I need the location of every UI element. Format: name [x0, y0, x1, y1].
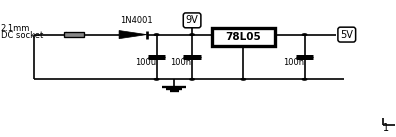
- Text: 100n: 100n: [170, 58, 191, 67]
- Circle shape: [190, 79, 194, 80]
- Circle shape: [154, 79, 159, 80]
- Text: 100n: 100n: [283, 58, 304, 67]
- Circle shape: [154, 34, 159, 35]
- Text: 9V: 9V: [186, 15, 198, 25]
- Circle shape: [303, 34, 307, 35]
- Text: 100u: 100u: [135, 58, 156, 67]
- FancyBboxPatch shape: [64, 32, 84, 37]
- Circle shape: [241, 79, 246, 80]
- Text: 78L05: 78L05: [225, 32, 261, 42]
- Circle shape: [303, 79, 307, 80]
- Text: 1N4001: 1N4001: [120, 16, 153, 25]
- Text: 5V: 5V: [340, 30, 353, 40]
- Text: DC socket: DC socket: [1, 31, 43, 40]
- Polygon shape: [119, 31, 147, 39]
- Text: 2.1mm: 2.1mm: [1, 24, 30, 33]
- Text: 1: 1: [383, 123, 389, 133]
- FancyBboxPatch shape: [212, 28, 275, 46]
- Circle shape: [190, 34, 194, 35]
